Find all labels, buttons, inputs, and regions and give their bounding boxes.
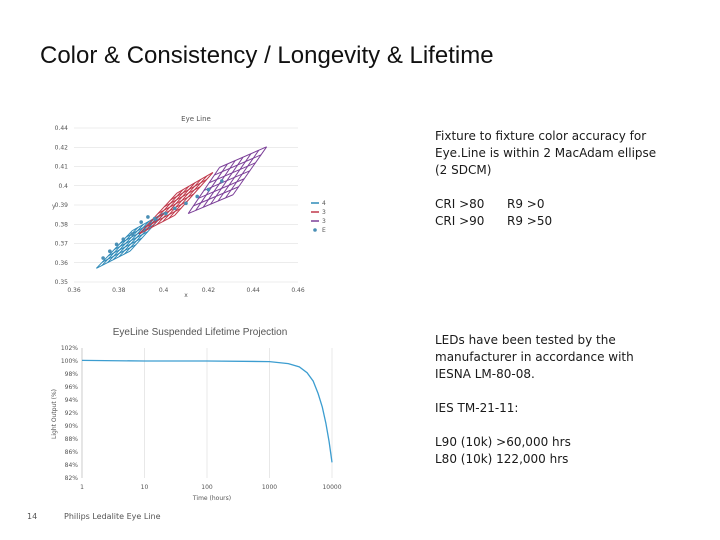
eyeline-point	[164, 211, 168, 216]
eyeline-point	[108, 249, 112, 253]
chart2-series-line	[81, 359, 333, 463]
chart1-title: Eye Line	[181, 115, 211, 123]
x-tick-label: 0.38	[112, 287, 126, 294]
mesh-line	[174, 172, 214, 216]
chart2-title: EyeLine Suspended Lifetime Projection	[113, 327, 288, 338]
cri-value: CRI >90	[435, 214, 485, 228]
x-tick-label: 10	[141, 484, 149, 491]
r9-value: R9 >0	[507, 197, 545, 211]
chart1-x-label: x	[184, 292, 188, 299]
eyeline-point	[206, 187, 211, 192]
page-title: Color & Consistency / Longevity & Lifeti…	[40, 42, 494, 69]
chart2-x-label: Time (hours)	[192, 495, 231, 502]
cri-value: CRI >80	[435, 197, 485, 211]
legend-entry: 4000K	[322, 200, 326, 207]
mesh-line	[232, 146, 268, 196]
ies-heading: IES TM-21-11:	[435, 401, 519, 415]
y-tick-label: 90%	[65, 423, 79, 430]
lifetime-chart: EyeLine Suspended Lifetime Projection 10…	[51, 327, 342, 502]
leds-tested-text: LEDs have been tested by the manufacture…	[435, 333, 634, 381]
mesh-line	[214, 154, 262, 176]
y-tick-label: 96%	[65, 384, 79, 391]
chart1-eyeline-points	[101, 179, 224, 260]
eyeline-point	[146, 215, 150, 219]
series-4000K-mesh	[96, 211, 167, 269]
chart1-y-ticks: 0.44 0.42 0.41 0.4 0.39 0.38 0.37 0.36 0.35	[55, 125, 69, 286]
r9-value: R9 >50	[507, 214, 553, 228]
y-tick-label: 0.35	[55, 279, 69, 286]
chart2-y-label: Light Output (%)	[51, 389, 58, 439]
y-tick-label: 86%	[65, 449, 79, 456]
y-tick-label: 92%	[65, 410, 79, 417]
x-tick-label: 10000	[322, 484, 341, 491]
chart1-series	[96, 146, 268, 269]
eyeline-point	[220, 179, 224, 183]
l80-text: L80 (10k) 122,000 hrs	[435, 452, 569, 466]
mesh-line	[170, 179, 207, 201]
y-tick-label: 0.41	[55, 164, 69, 171]
x-tick-label: 0.44	[247, 287, 261, 294]
eyeline-point	[101, 256, 105, 260]
x-tick-label: 0.4	[159, 287, 169, 294]
x-tick-label: 100	[201, 484, 213, 491]
y-tick-label: 98%	[65, 371, 79, 378]
legend-entry: 3000K	[322, 218, 326, 225]
y-tick-label: 102%	[61, 345, 78, 352]
legend-entry: 3500K	[322, 209, 326, 216]
y-tick-label: 100%	[61, 358, 78, 365]
y-tick-label: 0.4	[58, 183, 68, 190]
mesh-line	[176, 172, 214, 194]
y-tick-label: 0.37	[55, 241, 69, 248]
legend-swatch	[313, 228, 317, 232]
y-tick-label: 82%	[65, 475, 79, 482]
y-tick-label: 0.42	[55, 144, 69, 151]
x-tick-label: 0.42	[202, 287, 216, 294]
y-tick-label: 0.38	[55, 221, 69, 228]
chromaticity-chart: Eye Line 0.44 0.42 0.41 0.4 0.39 0.38 0.37 0.36…	[52, 115, 326, 299]
cri-row: CRI >90 R9 >50	[435, 213, 552, 230]
eyeline-point	[152, 216, 157, 221]
eyeline-point	[130, 232, 135, 236]
x-tick-label: 1	[80, 484, 84, 491]
x-tick-label: 0.46	[291, 287, 305, 294]
series-3500K-mesh	[138, 172, 214, 235]
x-tick-label: 0.36	[67, 287, 81, 294]
chart2-y-ticks: 102% 100% 98% 96% 94% 92% 90% 88% 86% 84% 82%	[61, 345, 78, 482]
footer-text: Philips Ledalite Eye Line	[64, 512, 161, 521]
series-3000K-mesh	[187, 146, 268, 215]
chart1-legend: 4000K 3500K 3000K Eye Line	[311, 200, 326, 234]
chart2-x-ticks: 1 10 100 1000 10000	[80, 484, 342, 491]
y-tick-label: 0.39	[55, 202, 69, 209]
legend-entry: Eye Line	[322, 227, 326, 234]
y-tick-label: 84%	[65, 462, 79, 469]
y-tick-label: 0.44	[55, 125, 69, 132]
chart1-y-label: y	[52, 203, 56, 210]
eyeline-point	[184, 201, 188, 206]
x-tick-label: 1000	[262, 484, 277, 491]
y-tick-label: 94%	[65, 397, 79, 404]
accuracy-text: Fixture to fixture color accuracy for Ey…	[435, 129, 657, 177]
y-tick-label: 0.36	[55, 260, 69, 267]
eyeline-point	[173, 206, 177, 211]
eyeline-point	[139, 220, 143, 224]
y-tick-label: 88%	[65, 436, 79, 443]
page-number: 14	[27, 512, 38, 521]
eyeline-point	[114, 242, 119, 247]
chart1-x-ticks: 0.36 0.38 0.4 0.42 0.44 0.46	[67, 287, 305, 294]
cri-table: CRI >80 R9 >0 CRI >90 R9 >50	[435, 196, 552, 230]
chart2-gridlines	[81, 348, 333, 478]
l90-text: L90 (10k) >60,000 hrs	[435, 435, 571, 449]
eyeline-point	[195, 194, 199, 199]
mesh-line	[219, 146, 267, 168]
cri-row: CRI >80 R9 >0	[435, 196, 552, 213]
eyeline-point	[121, 237, 126, 242]
